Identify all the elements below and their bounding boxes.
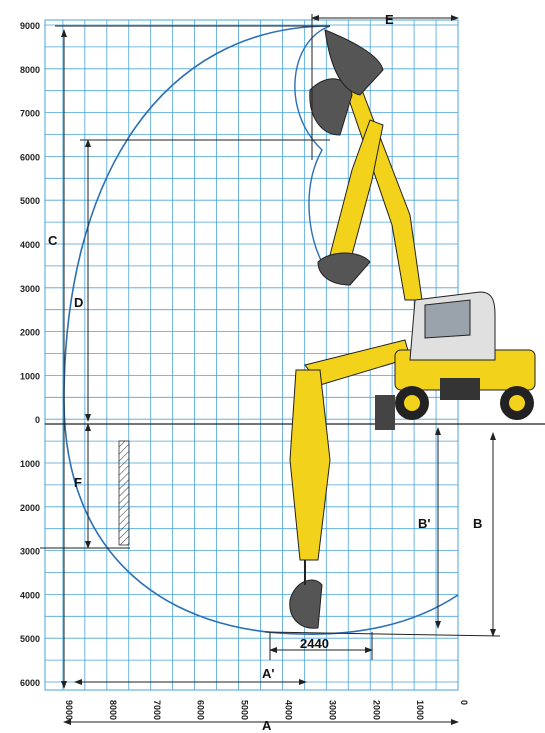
- dim-b: B: [473, 516, 482, 531]
- dim-a-prime: A': [262, 666, 274, 681]
- y-axis-label: 1000: [20, 371, 40, 381]
- y-axis-label: 4000: [20, 240, 40, 250]
- y-axis-label: 4000: [20, 590, 40, 600]
- dim-e: E: [385, 12, 394, 27]
- y-axis-label: 3000: [20, 284, 40, 294]
- y-axis-label: 6000: [20, 678, 40, 688]
- hatched-wall: [119, 441, 129, 545]
- dim-depth-width: 2440: [300, 636, 329, 651]
- x-axis-label: 3000: [327, 700, 337, 720]
- x-axis-label: 6000: [196, 700, 206, 720]
- dim-b-prime: B': [418, 516, 430, 531]
- dim-a: A: [262, 718, 272, 733]
- x-axis-label: 0: [459, 700, 469, 705]
- y-axis-label: 8000: [20, 65, 40, 75]
- x-axis-label: 1000: [415, 700, 425, 720]
- y-axis-label: 5000: [20, 196, 40, 206]
- x-axis-label: 7000: [152, 700, 162, 720]
- y-axis-label: 1000: [20, 459, 40, 469]
- y-axis-label: 3000: [20, 547, 40, 557]
- x-axis-label: 5000: [240, 700, 250, 720]
- dim-d: D: [74, 295, 83, 310]
- y-axis-label: 9000: [20, 21, 40, 31]
- dim-c: C: [48, 233, 58, 248]
- working-range-diagram: 9000 8000 7000 6000 5000 4000 3000 2000 1000 0 100…: [0, 0, 545, 733]
- y-axis-label: 0: [35, 415, 40, 425]
- x-axis-label: 4000: [284, 700, 294, 720]
- y-axis-label: 5000: [20, 634, 40, 644]
- y-axis-label: 2000: [20, 328, 40, 338]
- dim-f: F: [74, 475, 82, 490]
- y-axis-label: 2000: [20, 503, 40, 513]
- excavator-body: [375, 292, 535, 430]
- x-axis-label: 8000: [108, 700, 118, 720]
- y-axis-label: 6000: [20, 152, 40, 162]
- x-axis-label: 9000: [64, 700, 74, 720]
- y-axis-label: 7000: [20, 109, 40, 119]
- x-axis-label: 2000: [371, 700, 381, 720]
